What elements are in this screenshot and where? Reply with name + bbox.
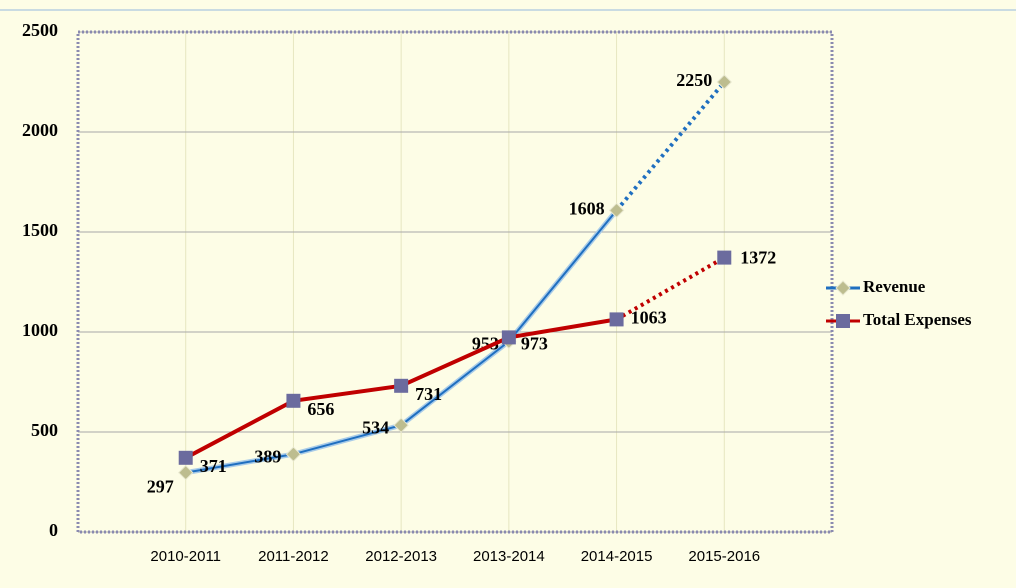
data-point [285, 446, 302, 462]
x-tick-label: 2011-2012 [258, 548, 329, 565]
y-tick-label: 0 [49, 520, 58, 540]
data-point [178, 464, 194, 481]
data-point [501, 330, 516, 345]
data-point [393, 417, 409, 433]
data-label: 731 [415, 384, 442, 404]
x-tick-label: 2014-2015 [581, 548, 653, 565]
x-tick-label: 2012-2013 [365, 548, 437, 565]
y-tick-label: 2000 [22, 120, 58, 140]
data-label: 1608 [569, 199, 605, 219]
data-label: 1063 [631, 308, 667, 328]
data-point [608, 202, 625, 219]
data-point [394, 378, 409, 393]
data-label: 534 [362, 417, 389, 437]
data-point [716, 74, 732, 90]
y-tick-label: 1000 [22, 320, 58, 340]
x-tick-label: 2013-2014 [473, 548, 545, 565]
legend-label: Total Expenses [863, 310, 972, 329]
data-point [286, 393, 301, 408]
legend-marker [835, 280, 851, 296]
plot-border [76, 30, 834, 534]
data-point [178, 450, 193, 465]
data-label: 1372 [740, 248, 776, 268]
y-tick-label: 2500 [22, 20, 58, 40]
data-point [717, 250, 732, 265]
x-tick-label: 2010-2011 [150, 548, 221, 565]
data-label: 297 [147, 477, 174, 497]
x-tick-label: 2015-2016 [688, 548, 760, 565]
legend-marker [836, 314, 850, 328]
data-point [609, 312, 624, 327]
y-tick-label: 500 [31, 420, 58, 440]
data-label: 371 [200, 456, 227, 476]
data-label: 953 [472, 334, 499, 354]
legend-label: Revenue [863, 277, 926, 296]
data-label: 2250 [676, 70, 712, 90]
data-label: 973 [521, 334, 548, 354]
data-label: 389 [254, 446, 281, 466]
y-tick-label: 1500 [22, 220, 58, 240]
data-label: 656 [307, 399, 334, 419]
